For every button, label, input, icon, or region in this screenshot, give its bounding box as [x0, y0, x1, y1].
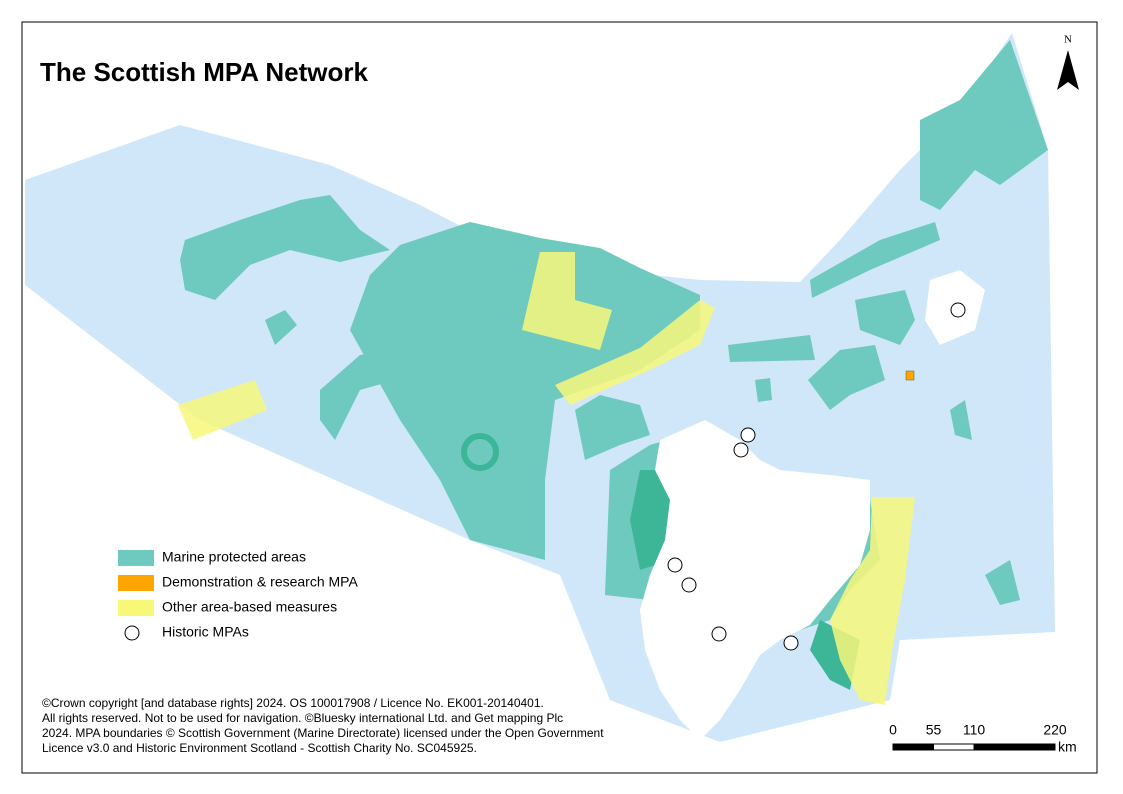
scale-label: 220 [1043, 722, 1067, 738]
legend-label: Marine protected areas [162, 549, 306, 565]
scale-label: 55 [926, 722, 942, 738]
legend-swatch [118, 575, 154, 591]
legend-swatch [118, 600, 154, 616]
scale-label: 110 [963, 722, 986, 738]
legend-label: Demonstration & research MPA [162, 574, 358, 590]
north-arrow [1057, 50, 1079, 90]
historic-mpas [667, 302, 966, 651]
copyright-line: Licence v3.0 and Historic Environment Sc… [42, 741, 477, 755]
legend-swatch [118, 550, 154, 566]
scale-segment [973, 743, 1056, 751]
copyright-line: 2024. MPA boundaries © Scottish Governme… [42, 726, 604, 740]
legend-icon [124, 625, 140, 641]
legend-label: Historic MPAs [162, 624, 249, 640]
scale-label: 0 [889, 722, 897, 738]
copyright-line: All rights reserved. Not to be used for … [42, 711, 563, 725]
legend: Marine protected areas Demonstration & re… [118, 549, 358, 641]
scale-segment [892, 743, 934, 751]
copyright-line: ©Crown copyright [and database rights] 2… [42, 696, 544, 710]
copyright: ©Crown copyright [and database rights] 2… [42, 696, 604, 755]
other-measures [178, 252, 915, 705]
scale-unit: km [1058, 739, 1077, 755]
scale-segment [933, 743, 975, 751]
demonstration-mpa [905, 370, 915, 381]
legend-label: Other area-based measures [162, 599, 337, 615]
map-title: The Scottish MPA Network [40, 57, 368, 87]
north-label: N [1064, 34, 1072, 46]
